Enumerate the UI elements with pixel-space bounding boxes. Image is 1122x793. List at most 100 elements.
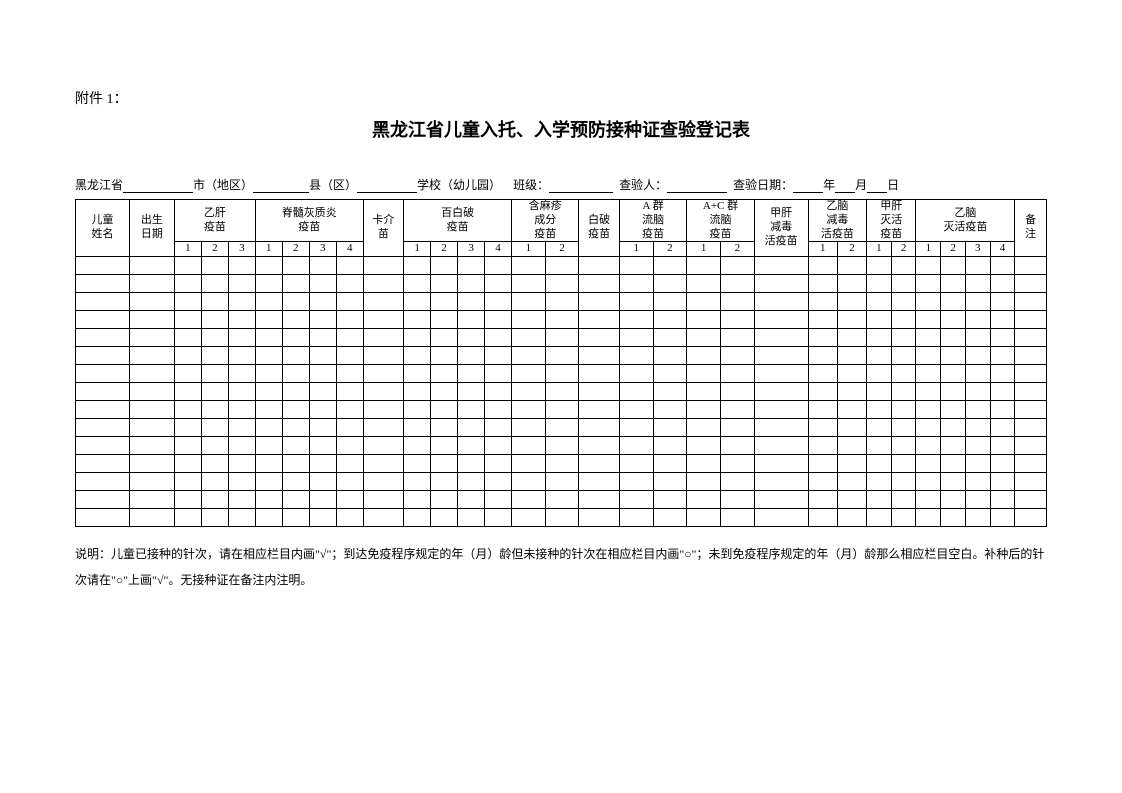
table-cell [431, 383, 458, 401]
dose-num: 3 [228, 242, 255, 257]
table-cell [255, 455, 282, 473]
table-cell [545, 473, 579, 491]
table-cell [458, 419, 485, 437]
table-cell [129, 293, 174, 311]
table-cell [309, 347, 336, 365]
table-cell [129, 437, 174, 455]
table-cell [867, 509, 892, 527]
table-row [76, 365, 1047, 383]
table-cell [512, 491, 546, 509]
table-cell [282, 473, 309, 491]
table-cell [808, 347, 837, 365]
table-cell [76, 455, 130, 473]
table-cell [309, 509, 336, 527]
table-cell [754, 419, 808, 437]
table-cell [512, 275, 546, 293]
table-cell [754, 383, 808, 401]
table-cell [336, 437, 363, 455]
table-cell [720, 455, 754, 473]
table-cell [687, 275, 721, 293]
table-cell [941, 509, 966, 527]
table-cell [174, 257, 201, 275]
table-cell [687, 419, 721, 437]
table-cell [808, 491, 837, 509]
table-cell [808, 473, 837, 491]
table-cell [965, 437, 990, 455]
table-cell [404, 257, 431, 275]
table-row [76, 401, 1047, 419]
table-cell [1015, 473, 1047, 491]
table-cell [653, 257, 687, 275]
table-cell [891, 275, 916, 293]
table-cell [965, 293, 990, 311]
table-cell [808, 257, 837, 275]
table-cell [201, 293, 228, 311]
table-cell [990, 437, 1015, 455]
table-cell [201, 275, 228, 293]
vaccination-table: 儿童姓名 出生日期 乙肝疫苗 脊髓灰质炎疫苗 卡介苗 百白破疫苗 含麻疹成分疫苗… [75, 199, 1047, 527]
table-cell [363, 401, 403, 419]
table-cell [837, 455, 866, 473]
table-cell [485, 437, 512, 455]
table-cell [579, 311, 619, 329]
table-cell [309, 455, 336, 473]
table-cell [512, 509, 546, 527]
table-cell [1015, 347, 1047, 365]
table-cell [837, 419, 866, 437]
attachment-label: 附件 1： [75, 88, 1047, 108]
table-cell [867, 275, 892, 293]
table-cell [653, 365, 687, 383]
table-cell [458, 257, 485, 275]
table-cell [687, 383, 721, 401]
table-cell [255, 347, 282, 365]
table-cell [579, 383, 619, 401]
table-cell [837, 257, 866, 275]
table-cell [916, 509, 941, 527]
table-cell [76, 491, 130, 509]
table-cell [990, 419, 1015, 437]
table-cell [228, 473, 255, 491]
table-cell [687, 437, 721, 455]
table-cell [255, 491, 282, 509]
table-cell [916, 401, 941, 419]
table-cell [404, 293, 431, 311]
table-cell [837, 329, 866, 347]
dose-num: 1 [867, 242, 892, 257]
table-cell [458, 275, 485, 293]
dose-num: 3 [458, 242, 485, 257]
table-cell [228, 455, 255, 473]
table-cell [1015, 419, 1047, 437]
table-cell [201, 473, 228, 491]
table-cell [512, 473, 546, 491]
table-cell [228, 275, 255, 293]
table-cell [512, 437, 546, 455]
table-cell [431, 275, 458, 293]
table-cell [867, 455, 892, 473]
table-cell [754, 491, 808, 509]
table-cell [619, 347, 653, 365]
table-cell [76, 473, 130, 491]
table-cell [255, 509, 282, 527]
table-cell [867, 257, 892, 275]
table-cell [282, 491, 309, 509]
table-row [76, 275, 1047, 293]
table-cell [431, 293, 458, 311]
table-cell [1015, 293, 1047, 311]
table-cell [485, 509, 512, 527]
table-cell [891, 383, 916, 401]
table-cell [228, 437, 255, 455]
table-cell [431, 311, 458, 329]
table-cell [941, 437, 966, 455]
table-cell [404, 383, 431, 401]
table-cell [720, 419, 754, 437]
table-cell [754, 509, 808, 527]
table-cell [336, 347, 363, 365]
table-cell [720, 275, 754, 293]
table-cell [336, 401, 363, 419]
dose-num: 3 [309, 242, 336, 257]
table-cell [76, 329, 130, 347]
table-cell [579, 455, 619, 473]
table-cell [255, 311, 282, 329]
table-cell [619, 437, 653, 455]
table-cell [1015, 455, 1047, 473]
